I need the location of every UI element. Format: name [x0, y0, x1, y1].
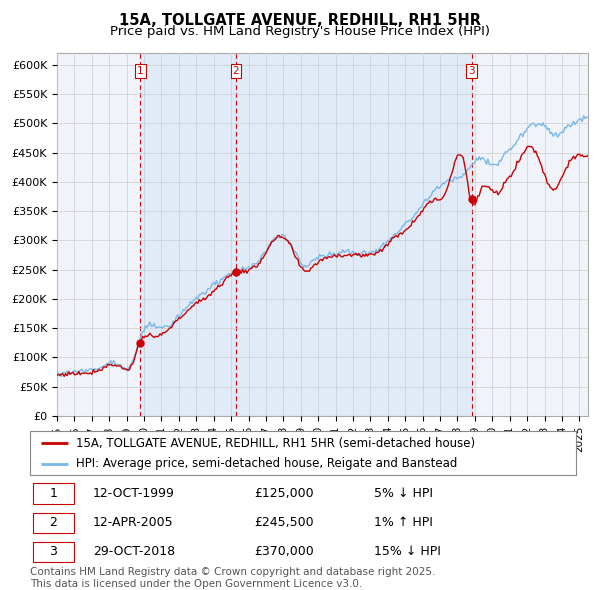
Text: 3: 3 — [49, 546, 57, 559]
Bar — [33, 513, 74, 533]
Text: 2: 2 — [233, 66, 239, 76]
Text: 12-APR-2005: 12-APR-2005 — [93, 516, 173, 529]
Bar — [236, 53, 472, 416]
Text: 2: 2 — [49, 516, 57, 529]
Text: £370,000: £370,000 — [254, 546, 314, 559]
Bar — [33, 542, 74, 562]
Text: £245,500: £245,500 — [254, 516, 313, 529]
Text: 1: 1 — [137, 66, 143, 76]
Text: 3: 3 — [469, 66, 475, 76]
Bar — [140, 53, 236, 416]
Text: 29-OCT-2018: 29-OCT-2018 — [93, 546, 175, 559]
Bar — [33, 483, 74, 503]
Text: 12-OCT-1999: 12-OCT-1999 — [93, 487, 175, 500]
Text: 15A, TOLLGATE AVENUE, REDHILL, RH1 5HR: 15A, TOLLGATE AVENUE, REDHILL, RH1 5HR — [119, 13, 481, 28]
Text: 1: 1 — [49, 487, 57, 500]
Text: 15% ↓ HPI: 15% ↓ HPI — [374, 546, 441, 559]
Text: Price paid vs. HM Land Registry's House Price Index (HPI): Price paid vs. HM Land Registry's House … — [110, 25, 490, 38]
Text: £125,000: £125,000 — [254, 487, 313, 500]
Text: HPI: Average price, semi-detached house, Reigate and Banstead: HPI: Average price, semi-detached house,… — [76, 457, 458, 470]
Text: 5% ↓ HPI: 5% ↓ HPI — [374, 487, 433, 500]
Text: 1% ↑ HPI: 1% ↑ HPI — [374, 516, 433, 529]
Text: 15A, TOLLGATE AVENUE, REDHILL, RH1 5HR (semi-detached house): 15A, TOLLGATE AVENUE, REDHILL, RH1 5HR (… — [76, 437, 476, 450]
Text: Contains HM Land Registry data © Crown copyright and database right 2025.
This d: Contains HM Land Registry data © Crown c… — [30, 567, 436, 589]
